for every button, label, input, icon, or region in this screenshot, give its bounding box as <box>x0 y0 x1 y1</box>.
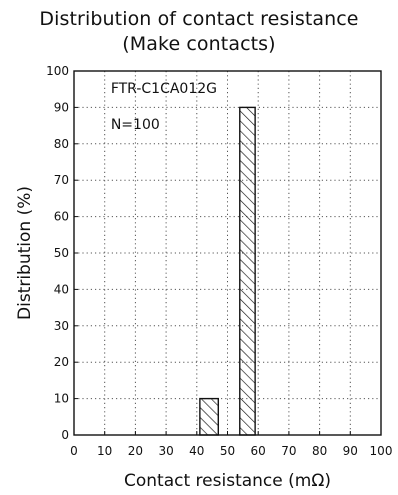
y-tick-label: 50 <box>54 246 69 260</box>
x-axis-label: Contact resistance (mΩ) <box>124 471 331 491</box>
x-tick-label: 70 <box>281 444 296 458</box>
y-tick-label: 40 <box>54 282 69 296</box>
x-tick-label: 20 <box>128 444 143 458</box>
x-tick-label: 40 <box>189 444 204 458</box>
x-tick-label: 30 <box>158 444 173 458</box>
x-tick-label: 10 <box>97 444 112 458</box>
model-annotation: FTR-C1CA012G <box>111 81 217 97</box>
x-tick-label: 90 <box>343 444 358 458</box>
x-tick-label: 50 <box>220 444 235 458</box>
bar-2 <box>239 106 256 436</box>
bars <box>199 106 256 436</box>
y-tick-label: 0 <box>61 428 69 442</box>
sample-size-annotation: N=100 <box>111 117 160 133</box>
y-tick-label: 100 <box>46 64 69 78</box>
bar-1 <box>199 397 219 436</box>
y-tick-label: 70 <box>54 173 69 187</box>
x-tick-label: 100 <box>370 444 393 458</box>
grid-lines <box>74 71 381 435</box>
x-tick-label: 80 <box>312 444 327 458</box>
y-tick-label: 10 <box>54 392 69 406</box>
y-tick-label: 20 <box>54 355 69 369</box>
ticks: 0 10 20 30 40 50 60 70 80 90 100 0 10 20 30 40 50 60 70 80 9… <box>46 64 392 458</box>
chart-subtitle: (Make contacts) <box>122 33 276 55</box>
y-tick-label: 80 <box>54 137 69 151</box>
y-tick-label: 60 <box>54 210 69 224</box>
y-tick-label: 90 <box>54 100 69 114</box>
chart-title: Distribution of contact resistance <box>39 8 359 30</box>
x-tick-label: 60 <box>251 444 266 458</box>
y-tick-label: 30 <box>54 319 69 333</box>
y-axis-label: Distribution (%) <box>15 186 35 320</box>
x-tick-label: 0 <box>70 444 78 458</box>
